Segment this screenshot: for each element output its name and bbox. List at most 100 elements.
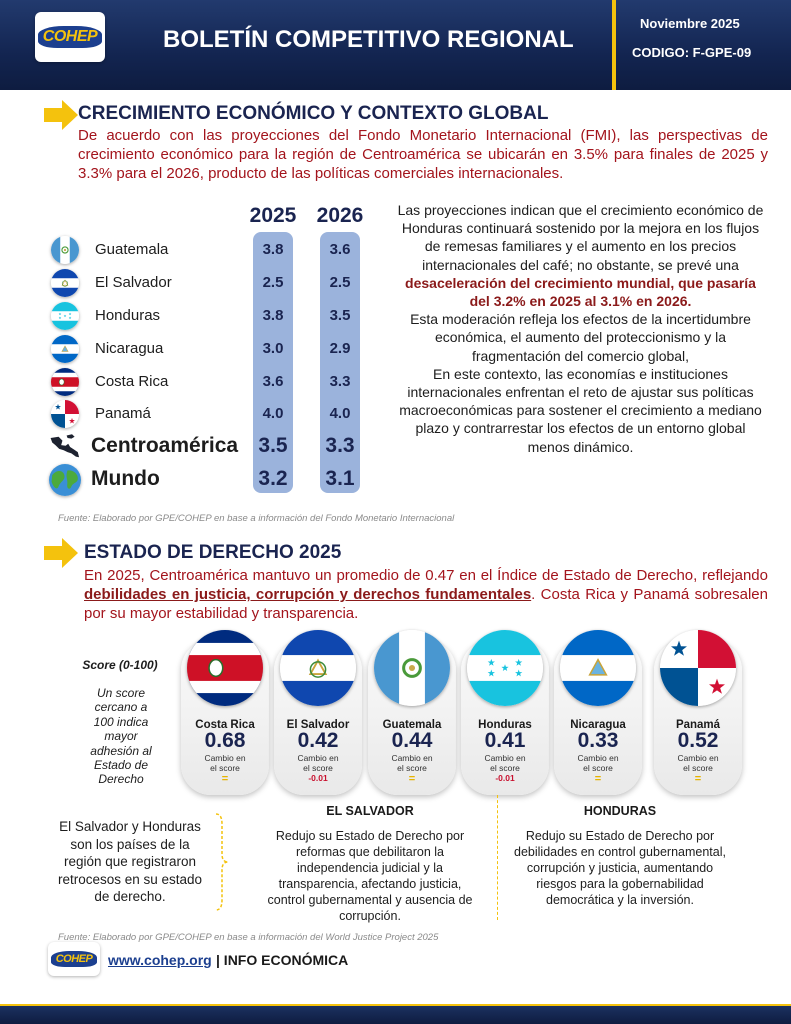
card-score: 0.41 — [484, 729, 526, 752]
flag-image — [660, 630, 736, 706]
card-country: El Salvador — [286, 719, 350, 731]
country-flag — [51, 400, 79, 428]
commentary-paragraph: En este contexto, las economías e instit… — [393, 365, 768, 456]
commentary-paragraph: Las proyecciones indican que el crecimie… — [393, 201, 768, 310]
table-value: 3.8 — [262, 307, 284, 324]
flag-image — [51, 335, 79, 363]
section-intro: En 2025, Centroamérica mantuvo un promed… — [84, 566, 768, 623]
card-flag — [660, 630, 736, 706]
logo-text: COHEP — [50, 951, 98, 967]
table-value: 4.0 — [262, 405, 284, 422]
card-country: Honduras — [478, 719, 532, 731]
year-header: 2025 — [249, 204, 297, 227]
card-change-label: Cambio en el score — [204, 753, 246, 773]
header-title: BOLETÍN COMPETITIVO REGIONAL — [163, 26, 574, 53]
card-change: = — [594, 773, 602, 785]
card-change-label: Cambio en el score — [484, 753, 526, 773]
detail-text: Redujo su Estado de Derecho por reformas… — [267, 829, 473, 923]
score-label: Score (0-100) — [82, 658, 158, 672]
section-title: ESTADO DE DERECHO 2025 — [84, 542, 342, 563]
country-flag — [51, 368, 79, 396]
country-name: Guatemala — [95, 241, 169, 258]
source-note: Fuente: Elaborado por GPE/COHEP en base … — [58, 932, 439, 943]
flag-image — [187, 630, 263, 706]
table-value: 2.9 — [329, 340, 351, 357]
source-note: Fuente: Elaborado por GPE/COHEP en base … — [58, 513, 455, 524]
country-name: Centroamérica — [91, 434, 239, 458]
card-flag — [187, 630, 263, 706]
section-title: CRECIMIENTO ECONÓMICO Y CONTEXTO GLOBAL — [78, 103, 549, 124]
summary-note: El Salvador y Honduras son los países de… — [57, 819, 203, 904]
intro-highlight: debilidades en justicia, corrupción y de… — [84, 586, 532, 603]
card-change-label: Cambio en el score — [297, 753, 339, 773]
card-score: 0.44 — [391, 729, 433, 752]
detail-divider — [497, 795, 498, 920]
flag-image — [467, 630, 543, 706]
country-flag — [51, 335, 79, 363]
card-flag — [280, 630, 356, 706]
country-name: Panamá — [95, 405, 151, 422]
footer-label: | INFO ECONÓMICA — [216, 952, 349, 968]
card-change: -0.01 — [308, 773, 328, 783]
header-date: Noviembre 2025 — [640, 16, 740, 31]
card-flag — [374, 630, 450, 706]
card-flag — [560, 630, 636, 706]
header: BOLETÍN COMPETITIVO REGIONAL Noviembre 20… — [0, 0, 791, 90]
country-flag — [49, 464, 81, 496]
card-score: 0.68 — [204, 729, 246, 752]
intro-text: . Costa Rica y Panamá sobresalen por su … — [84, 586, 768, 622]
table-value: 3.0 — [262, 340, 284, 357]
header-code: CODIGO: F-GPE-09 — [632, 45, 752, 60]
card-country: Guatemala — [382, 719, 442, 731]
footer-link[interactable]: www.cohep.org — [108, 952, 212, 968]
card-country: Nicaragua — [570, 719, 626, 731]
card-score: 0.42 — [297, 729, 339, 752]
section-intro: De acuerdo con las proyecciones del Fond… — [78, 127, 768, 182]
commentary-text: En este contexto, las economías e instit… — [399, 365, 762, 455]
table-value: 4.0 — [329, 405, 351, 422]
table-value: 2.5 — [262, 274, 284, 291]
table-value: 3.5 — [329, 307, 351, 324]
detail-heading: HONDURAS — [583, 804, 657, 818]
year-header: 2026 — [316, 204, 364, 227]
card-change: = — [694, 773, 702, 785]
flag-image — [51, 269, 79, 297]
flag-image — [560, 630, 636, 706]
bracket-icon — [215, 813, 229, 911]
country-name: El Salvador — [95, 274, 172, 291]
flag-image — [51, 368, 79, 396]
score-note: Un score cercano a 100 indica mayor adhe… — [90, 686, 152, 787]
flag-image — [280, 630, 356, 706]
flag-image — [49, 464, 81, 496]
section-arrow — [44, 538, 78, 568]
table-value: 3.2 — [258, 467, 288, 491]
footer-bar — [0, 1006, 791, 1024]
country-name: Mundo — [91, 467, 160, 491]
table-value: 3.3 — [329, 373, 351, 390]
arrow-icon — [44, 538, 78, 568]
header-divider — [612, 0, 616, 90]
card-change: -0.01 — [495, 773, 515, 783]
card-score: 0.33 — [577, 729, 619, 752]
card-flag — [467, 630, 543, 706]
table-value: 3.8 — [262, 241, 284, 258]
country-flag — [51, 302, 79, 330]
table-value: 3.3 — [325, 434, 355, 458]
logo-text: COHEP — [37, 26, 103, 48]
card-change-label: Cambio en el score — [677, 753, 719, 773]
card-country: Panamá — [675, 719, 721, 731]
summary-bracket — [214, 812, 230, 912]
flag-image — [49, 431, 81, 463]
arrow-icon — [44, 100, 78, 130]
card-change: = — [408, 773, 416, 785]
flag-image — [374, 630, 450, 706]
detail-text: Redujo su Estado de Derecho por debilida… — [514, 829, 726, 907]
commentary-paragraph: Esta moderación refleja los efectos de l… — [393, 310, 768, 365]
country-flag — [51, 236, 79, 264]
table-value: 2.5 — [329, 274, 351, 291]
table-value: 3.5 — [258, 434, 288, 458]
card-country: Costa Rica — [195, 719, 255, 731]
section-arrow — [44, 100, 78, 130]
table-value: 3.6 — [262, 373, 284, 390]
